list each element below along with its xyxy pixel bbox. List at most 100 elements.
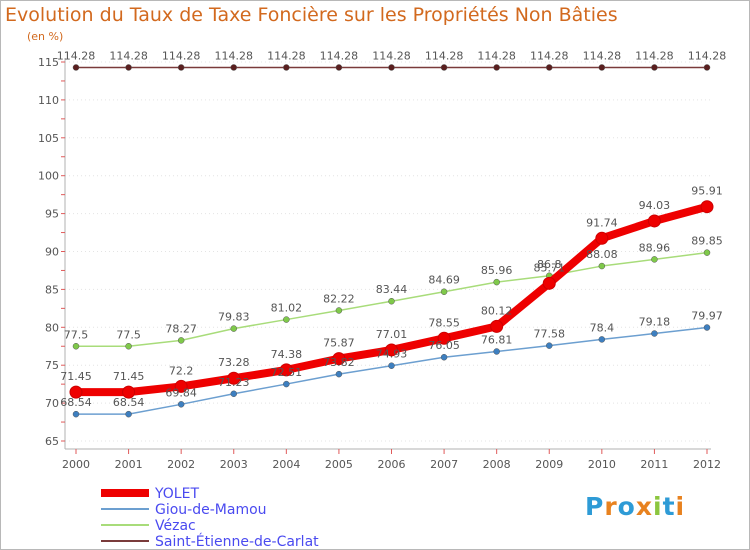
- data-label-saint-etienne-de-carlat: 114.28: [109, 49, 148, 62]
- x-tick-label: 2005: [325, 458, 353, 471]
- data-point-saint-etienne-de-carlat: [703, 64, 711, 71]
- data-label-saint-etienne-de-carlat: 114.28: [372, 49, 411, 62]
- data-label-vezac: 82.22: [323, 292, 355, 305]
- data-label-yolet: 72.2: [169, 364, 194, 377]
- data-point-giou-de-mamou: [283, 380, 290, 388]
- y-tick-label: 65: [45, 435, 59, 448]
- x-tick-label: 2006: [378, 458, 406, 471]
- y-tick-label: 100: [38, 170, 59, 183]
- x-tick-label: 2007: [430, 458, 458, 471]
- data-point-vezac: [177, 337, 185, 344]
- logo-letter: i: [653, 492, 663, 521]
- data-point-saint-etienne-de-carlat: [546, 64, 553, 71]
- data-label-vezac: 88.96: [639, 241, 671, 254]
- data-label-yolet: 85.71: [534, 261, 566, 274]
- chart-unit-label: (en %): [27, 30, 64, 43]
- data-label-giou-de-mamou: 79.97: [691, 310, 723, 323]
- data-label-giou-de-mamou: 76.81: [481, 333, 513, 346]
- data-point-yolet: [542, 276, 556, 290]
- data-point-saint-etienne-de-carlat: [598, 64, 606, 71]
- logo-letter: r: [604, 492, 618, 521]
- data-label-giou-de-mamou: 74.93: [376, 348, 408, 361]
- data-label-vezac: 81.02: [271, 302, 303, 315]
- data-label-vezac: 89.85: [691, 235, 723, 248]
- data-label-saint-etienne-de-carlat: 114.28: [530, 49, 569, 62]
- data-label-yolet: 95.91: [691, 185, 723, 198]
- data-point-giou-de-mamou: [703, 324, 711, 331]
- data-point-giou-de-mamou: [335, 370, 343, 378]
- data-point-vezac: [388, 297, 395, 305]
- y-tick-label: 70: [45, 397, 59, 410]
- data-label-saint-etienne-de-carlat: 114.28: [688, 49, 727, 62]
- data-label-vezac: 88.08: [586, 248, 618, 261]
- data-label-giou-de-mamou: 76.05: [428, 339, 460, 352]
- data-point-vezac: [493, 278, 500, 286]
- proxiti-logo: Proxiti: [585, 492, 685, 521]
- data-point-giou-de-mamou: [598, 336, 606, 343]
- logo-letter: i: [675, 492, 686, 521]
- data-point-vezac: [703, 249, 711, 256]
- x-tick-label: 2009: [535, 458, 563, 471]
- data-label-vezac: 86.8: [537, 258, 562, 271]
- data-point-yolet: [122, 385, 136, 399]
- data-point-vezac: [440, 288, 448, 295]
- data-label-yolet: 94.03: [639, 199, 671, 212]
- y-tick-label: 110: [38, 94, 59, 107]
- data-label-saint-etienne-de-carlat: 114.28: [215, 49, 254, 62]
- legend-label-saint-etienne-de-carlat: Saint-Étienne-de-Carlat: [155, 533, 319, 549]
- x-tick-label: 2004: [272, 458, 300, 471]
- y-tick-label: 105: [38, 132, 59, 145]
- data-point-giou-de-mamou: [72, 410, 80, 418]
- data-label-saint-etienne-de-carlat: 114.28: [267, 49, 306, 62]
- y-tick-label: 80: [45, 321, 59, 334]
- data-label-vezac: 78.27: [165, 322, 197, 335]
- data-point-vezac: [651, 256, 658, 263]
- x-tick-label: 2012: [693, 458, 721, 471]
- data-point-giou-de-mamou: [651, 330, 658, 337]
- data-label-giou-de-mamou: 71.23: [218, 376, 250, 389]
- data-label-yolet: 73.28: [218, 356, 250, 369]
- data-point-giou-de-mamou: [440, 353, 448, 361]
- data-label-yolet: 71.45: [60, 370, 92, 383]
- data-label-vezac: 77.5: [116, 328, 141, 341]
- logo-letter: o: [617, 492, 636, 521]
- data-point-yolet: [595, 231, 609, 245]
- data-point-saint-etienne-de-carlat: [72, 64, 80, 71]
- data-label-giou-de-mamou: 73.82: [323, 356, 355, 369]
- data-label-giou-de-mamou: 77.58: [534, 328, 566, 341]
- data-point-vezac: [335, 307, 343, 314]
- logo-letter: P: [585, 492, 605, 521]
- data-label-yolet: 77.01: [376, 328, 408, 341]
- data-point-giou-de-mamou: [125, 410, 132, 418]
- data-label-vezac: 79.83: [218, 311, 250, 324]
- data-point-yolet: [385, 343, 398, 357]
- data-point-yolet: [174, 379, 188, 393]
- data-label-vezac: 77.5: [64, 328, 89, 341]
- data-point-giou-de-mamou: [177, 401, 185, 408]
- data-point-vezac: [230, 325, 237, 332]
- data-label-giou-de-mamou: 78.4: [590, 321, 615, 334]
- data-point-yolet: [700, 200, 714, 214]
- x-tick-label: 2011: [640, 458, 668, 471]
- x-tick-label: 2003: [220, 458, 248, 471]
- data-label-saint-etienne-de-carlat: 114.28: [57, 49, 96, 62]
- data-point-saint-etienne-de-carlat: [388, 64, 395, 71]
- data-label-giou-de-mamou: 79.18: [639, 316, 671, 329]
- legend-label-giou-de-mamou: Giou-de-Mamou: [155, 502, 267, 518]
- data-point-giou-de-mamou: [230, 390, 237, 398]
- data-label-yolet: 78.55: [428, 316, 460, 329]
- data-label-yolet: 80.12: [481, 304, 513, 317]
- data-label-saint-etienne-de-carlat: 114.28: [162, 49, 201, 62]
- data-point-saint-etienne-de-carlat: [651, 64, 658, 71]
- data-point-saint-etienne-de-carlat: [440, 64, 448, 71]
- data-label-saint-etienne-de-carlat: 114.28: [583, 49, 622, 62]
- data-label-vezac: 83.44: [376, 283, 408, 296]
- data-label-saint-etienne-de-carlat: 114.28: [477, 49, 516, 62]
- data-point-saint-etienne-de-carlat: [283, 64, 290, 71]
- data-point-yolet: [647, 214, 661, 228]
- data-point-yolet: [490, 319, 504, 333]
- x-tick-label: 2000: [62, 458, 90, 471]
- data-point-saint-etienne-de-carlat: [177, 64, 185, 71]
